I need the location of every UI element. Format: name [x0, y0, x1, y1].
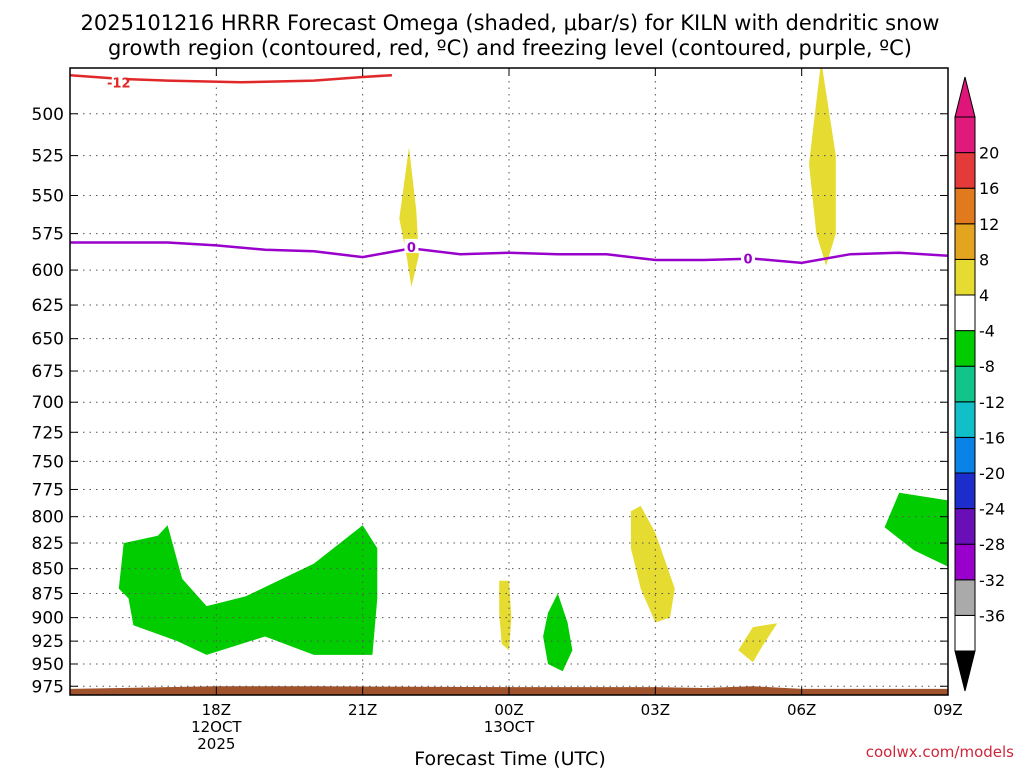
x-tick-label: 09Z: [933, 701, 962, 719]
y-tick-label: 875: [32, 584, 64, 604]
y-tick-label: 800: [32, 508, 64, 528]
y-tick-label: 550: [32, 186, 64, 206]
colorbar-label: 8: [979, 250, 989, 269]
colorbar-label: 4: [979, 286, 989, 305]
omega-green-east: [884, 492, 948, 567]
colorbar-segment: [954, 330, 976, 367]
x-tick-label: 03Z: [641, 701, 670, 719]
y-tick-label: 925: [32, 632, 64, 652]
y-tick-label: 575: [32, 225, 64, 245]
colorbar-label: -32: [979, 571, 1005, 590]
colorbar-segment: [954, 258, 976, 296]
y-tick-label: 625: [32, 296, 64, 316]
x-tick-label: 18Z: [202, 701, 231, 719]
x-tick-label: 21Z: [348, 701, 377, 719]
y-tick-label: 525: [32, 147, 64, 167]
omega-yellow-00z: [499, 580, 512, 651]
chart-title-line2: growth region (contoured, red, ºC) and f…: [108, 36, 912, 60]
credit-text: coolwx.com/models: [866, 743, 1014, 761]
colorbar-segment: [954, 116, 976, 154]
colorbar-segment: [954, 436, 976, 474]
colorbar-segment: [954, 223, 976, 260]
y-tick-label: 950: [32, 655, 64, 675]
colorbar-label: -36: [979, 606, 1005, 625]
y-tick-label: 975: [32, 677, 64, 697]
axes: 500 525 550 575 600 625 650 675 700 725 750 775 800 8…: [32, 67, 963, 753]
freezing-level-line: [70, 241, 948, 265]
colorbar-label: -8: [979, 357, 995, 376]
colorbar-label: -12: [979, 393, 1005, 412]
y-tick-label: 500: [32, 105, 64, 125]
colorbar-segment: [954, 508, 976, 545]
omega-yellow-06z: [809, 68, 836, 266]
colorbar: -36 -32 -28 -24 -20 -16 -12 -8 -4 4 8 12 16 20: [954, 76, 1005, 692]
colorbar-label: -4: [979, 322, 995, 341]
x-axis-label: Forecast Time (UTC): [414, 748, 605, 768]
plot-inner: -12 0 0: [70, 68, 948, 695]
y-tick-label: 850: [32, 560, 64, 580]
x-tick-label: 2025: [197, 735, 235, 753]
colorbar-segment: [954, 614, 976, 652]
colorbar-label: -20: [979, 464, 1005, 483]
colorbar-label: 16: [979, 179, 999, 198]
colorbar-segment: [954, 152, 976, 189]
freezing-level-label-bg: [404, 238, 419, 253]
plot-area: -12 0 0: [70, 68, 948, 695]
freezing-level-label: 0: [743, 253, 752, 268]
y-tick-label: 725: [32, 423, 64, 443]
colorbar-segment: [954, 579, 976, 616]
colorbar-segment: [954, 294, 976, 332]
y-tick-label: 650: [32, 330, 64, 350]
y-tick-label: 700: [32, 393, 64, 413]
colorbar-label: -24: [979, 500, 1005, 519]
colorbar-segment: [954, 472, 976, 510]
y-tick-label: 750: [32, 452, 64, 472]
x-tick-label: 13OCT: [484, 718, 535, 736]
colorbar-segment: [954, 187, 976, 225]
y-tick-label: 675: [32, 362, 64, 382]
dgz-minus12-label: -12: [107, 76, 131, 91]
chart-title-line1: 2025101216 HRRR Forecast Omega (shaded, …: [81, 11, 940, 35]
omega-green-01z: [543, 593, 573, 672]
colorbar-label: -16: [979, 428, 1005, 447]
colorbar-segment: [954, 365, 976, 403]
colorbar-segment: [954, 401, 976, 438]
colorbar-label: 20: [979, 144, 999, 163]
colorbar-label: -28: [979, 535, 1005, 554]
colorbar-label: 12: [979, 215, 999, 234]
freezing-level-label-bg: [741, 250, 756, 265]
y-tick-label: 775: [32, 480, 64, 500]
omega-yellow-04z: [738, 623, 778, 663]
x-tick-label: 06Z: [787, 701, 816, 719]
omega-green-west: [118, 525, 378, 655]
y-tick-label: 825: [32, 534, 64, 554]
x-tick-label: 12OCT: [191, 718, 242, 736]
freezing-level-label: 0: [407, 241, 416, 256]
y-tick-label: 900: [32, 609, 64, 629]
colorbar-segment: [954, 543, 976, 581]
dgz-minus12-label-bg: [111, 74, 126, 89]
x-tick-label: 00Z: [494, 701, 523, 719]
y-tick-label: 600: [32, 261, 64, 281]
omega-yellow-02z: [630, 505, 675, 623]
